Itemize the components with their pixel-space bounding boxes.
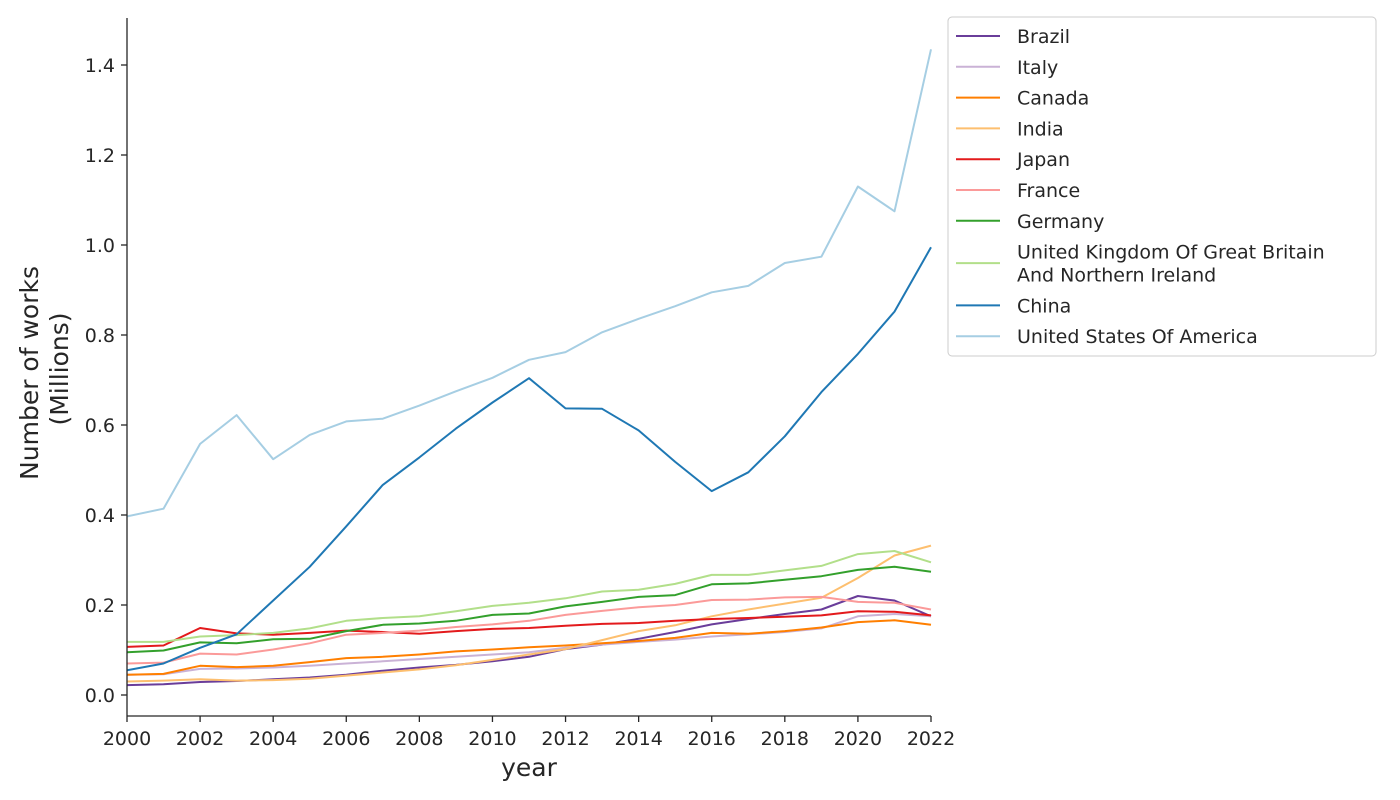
x-tick-label: 2006	[322, 728, 370, 750]
y-axis-title-line-2: (Millions)	[45, 312, 74, 425]
series-line-canada	[126, 619, 932, 676]
legend-item-canada: Canada	[956, 88, 1089, 110]
legend-label: Japan	[1016, 149, 1070, 171]
y-tick-label: 0.2	[85, 595, 115, 617]
series-line-brazil	[126, 595, 932, 687]
legend-label: Italy	[1017, 57, 1058, 79]
legend-label: China	[1017, 295, 1071, 317]
y-tick-label: 1.2	[85, 145, 115, 167]
legend-item-germany: Germany	[956, 211, 1104, 233]
legend-item-china: China	[956, 295, 1071, 317]
legend-item-brazil: Brazil	[956, 26, 1070, 48]
y-tick-label: 0.6	[85, 415, 115, 437]
legend-item-italy: Italy	[956, 57, 1058, 79]
series-line-germany	[126, 565, 932, 654]
y-tick-label: 0.4	[85, 505, 115, 527]
y-axis-ticks: 0.0 0.2 0.4 0.6 0.8 1.0 1.2 1.4	[85, 55, 127, 707]
series-line-united-kingdom-of-great-britain-and-northern-ireland	[127, 550, 932, 643]
x-tick-label: 2008	[395, 728, 443, 750]
legend-item-france: France	[956, 180, 1080, 202]
series-line-united-states-of-america	[126, 49, 932, 518]
legend-item-japan: Japan	[956, 149, 1070, 171]
y-axis-title: Number of works (Millions)	[15, 258, 74, 480]
legend-label: United Kingdom Of Great Britain	[1017, 242, 1325, 264]
legend-label: Canada	[1017, 88, 1089, 110]
x-tick-label: 2010	[468, 728, 516, 750]
x-tick-label: 2016	[688, 728, 736, 750]
legend-label: France	[1017, 180, 1080, 202]
y-tick-label: 0.0	[85, 685, 115, 707]
x-tick-label: 2014	[614, 728, 662, 750]
legend: Brazil Italy Canada India Japan France Germany…	[947, 16, 1377, 357]
series-line-india	[126, 544, 932, 683]
legend-label: India	[1017, 118, 1064, 140]
legend-frame	[947, 16, 1377, 357]
legend-label: And Northern Ireland	[1017, 265, 1216, 287]
series-line-china	[126, 246, 932, 672]
x-tick-label: 2022	[907, 728, 955, 750]
x-tick-label: 2000	[103, 728, 151, 750]
y-axis-title-line-1: Number of works	[15, 266, 44, 480]
x-tick-label: 2002	[176, 728, 224, 750]
x-axis-ticks: 2000 2002 2004 2006 2008 2010 2012 2014 2016 2018…	[103, 716, 955, 750]
x-tick-label: 2020	[834, 728, 882, 750]
legend-label: Germany	[1017, 211, 1104, 233]
x-tick-label: 2012	[541, 728, 589, 750]
legend-item-united-states-of-america: United States Of America	[956, 326, 1258, 348]
legend-items: Brazil Italy Canada India Japan France Germany…	[956, 26, 1325, 348]
y-tick-label: 0.8	[85, 325, 115, 347]
legend-label: United States Of America	[1017, 326, 1258, 348]
y-tick-label: 1.0	[85, 235, 115, 257]
legend-label: Brazil	[1017, 26, 1070, 48]
series-line-france	[126, 595, 932, 665]
axes: 2000 2002 2004 2006 2008 2010 2012 2014 2016 2018…	[85, 18, 955, 750]
x-tick-label: 2018	[761, 728, 809, 750]
x-tick-label: 2004	[249, 728, 297, 750]
x-axis-title: year	[501, 753, 557, 782]
legend-item-india: India	[956, 118, 1064, 140]
plot-area	[126, 49, 932, 687]
y-tick-label: 1.4	[85, 55, 115, 77]
